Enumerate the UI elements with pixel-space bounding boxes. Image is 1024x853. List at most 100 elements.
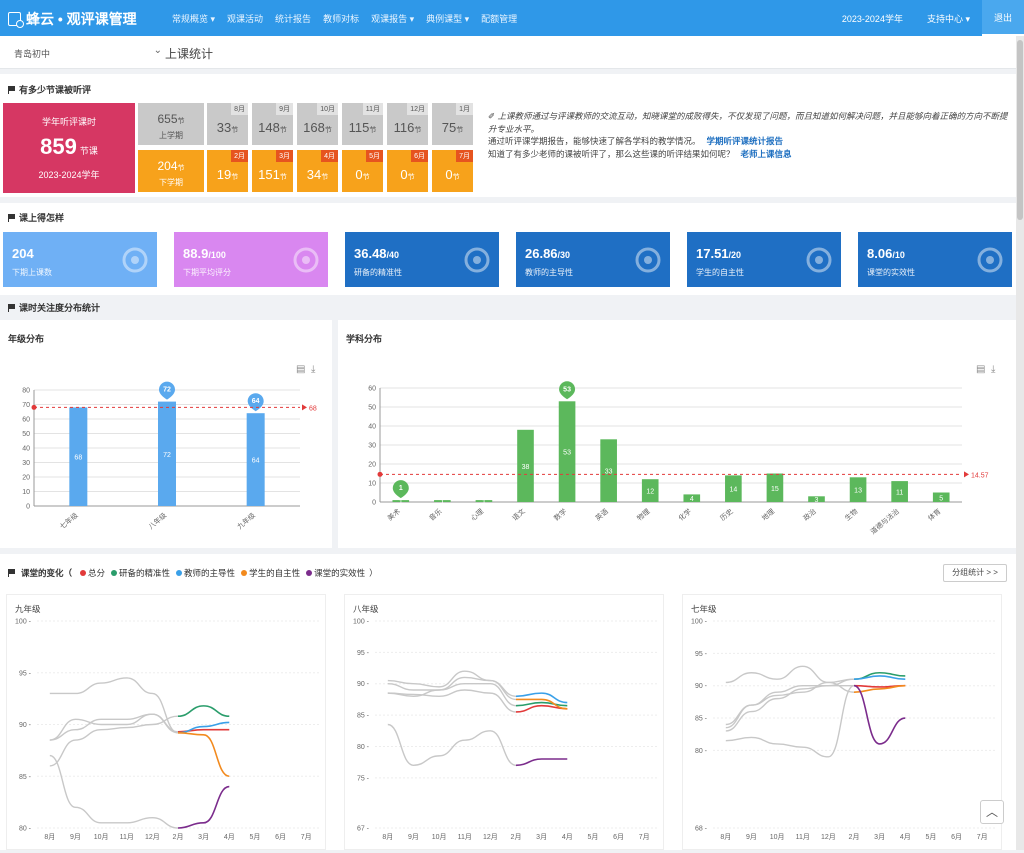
marker-pin-label: 72 bbox=[163, 387, 171, 394]
semester1-value: 655 bbox=[157, 112, 178, 126]
series-line bbox=[49, 715, 179, 767]
flag-icon bbox=[8, 214, 15, 222]
bar-value-label: 13 bbox=[854, 488, 862, 495]
download-icon[interactable]: ⤓ bbox=[311, 364, 316, 375]
bar-value-label: 5 bbox=[939, 495, 943, 502]
intro-paragraph-2: 通过听评课学期报告，能够快速了解各学科的教学情况。 bbox=[488, 136, 701, 146]
sem2-month-cell[interactable]: 5月 0节 bbox=[342, 150, 383, 192]
save-icon[interactable]: ▤ bbox=[296, 364, 306, 375]
x-tick-label: 5月 bbox=[925, 833, 936, 841]
logout-button[interactable]: 退出 bbox=[981, 0, 1024, 36]
year-total-value: 859 bbox=[40, 134, 77, 159]
legend-dot bbox=[111, 570, 118, 576]
year-total-label: 学年听评课时 bbox=[41, 117, 96, 127]
sem1-month-cell[interactable]: 8月 33节 bbox=[207, 103, 248, 145]
menu-item-typical[interactable]: 典例课型 ▾ bbox=[426, 14, 470, 24]
series-line bbox=[387, 689, 517, 713]
y-tick-label: 80 bbox=[22, 388, 30, 395]
stat-label: 学生的自主性 bbox=[696, 268, 744, 277]
month-value: 34 bbox=[306, 167, 322, 182]
sem1-month-cell[interactable]: 9月 148节 bbox=[252, 103, 293, 145]
sem2-month-cell[interactable]: 4月 34节 bbox=[297, 150, 338, 192]
sem1-month-cell[interactable]: 10月 168节 bbox=[297, 103, 338, 145]
x-tick-label: 12月 bbox=[145, 833, 160, 841]
school-select-value: 青岛初中 bbox=[14, 49, 51, 59]
year-total-unit: 节课 bbox=[79, 146, 98, 156]
brand[interactable]: 蜂云 • 观评课管理 bbox=[8, 9, 137, 29]
series-line bbox=[725, 684, 855, 758]
sem2-month-cell[interactable]: 3月 151节 bbox=[252, 150, 293, 192]
average-start-dot bbox=[377, 471, 383, 477]
y-tick-label: 100 - bbox=[15, 619, 32, 626]
bar bbox=[641, 479, 659, 502]
legend-item[interactable]: 学生的自主性 bbox=[249, 568, 301, 578]
x-tick-label: 6月 bbox=[951, 833, 962, 841]
support-menu[interactable]: 支持中心 ▾ bbox=[926, 13, 970, 24]
chevron-down-icon: ⌄ bbox=[153, 45, 162, 56]
stat-max: /40 bbox=[386, 250, 400, 260]
flag-icon bbox=[8, 304, 15, 312]
flag-icon bbox=[8, 569, 15, 577]
stat-label: 研备的精准性 bbox=[354, 268, 402, 277]
y-tick-label: 95 - bbox=[357, 650, 370, 657]
sem2-month-cell[interactable]: 6月 0节 bbox=[387, 150, 428, 192]
marker-pin-label: 1 bbox=[399, 485, 403, 492]
section-title-text: 有多少节课被听评 bbox=[19, 85, 92, 95]
marker-pin bbox=[392, 480, 409, 499]
app-logo-icon bbox=[8, 12, 24, 28]
month-unit: 节 bbox=[231, 127, 239, 134]
month-unit: 节 bbox=[452, 174, 460, 181]
school-select[interactable]: 青岛初中 ⌄ bbox=[14, 45, 162, 60]
section-title-text: 课时关注度分布统计 bbox=[19, 303, 101, 313]
page-title: 上课统计 bbox=[165, 47, 214, 61]
stat-value: 36.48 bbox=[354, 246, 387, 261]
menu-item-class-report[interactable]: 观课报告 ▾ bbox=[371, 14, 415, 24]
bar-value-label: 12 bbox=[646, 489, 654, 496]
page-scrollbar[interactable] bbox=[1016, 36, 1024, 850]
sem1-month-cell[interactable]: 11月 115节 bbox=[342, 103, 383, 145]
menu-item-overview[interactable]: 常规概览 ▾ bbox=[172, 14, 216, 24]
save-icon[interactable]: ▤ bbox=[976, 364, 986, 375]
menu-item-report[interactable]: 统计报告 bbox=[275, 14, 312, 24]
menu-item-benchmark[interactable]: 教师对标 bbox=[323, 14, 360, 24]
average-arrow bbox=[302, 404, 307, 411]
stat-icon bbox=[122, 247, 148, 273]
stat-value: 88.9 bbox=[183, 246, 209, 261]
bar-value-label: 72 bbox=[163, 452, 171, 459]
legend-item[interactable]: 课堂的实效性 bbox=[314, 568, 366, 578]
intro-paragraph-3: 知道了有多少老师的课被听评了，那么这些课的听评结果如何呢？ bbox=[488, 148, 735, 159]
x-tick-label: 4月 bbox=[224, 833, 235, 841]
teacher-lesson-link[interactable]: 老师上课信息 bbox=[740, 148, 792, 159]
series-line bbox=[387, 670, 517, 701]
x-tick-label: 7月 bbox=[639, 833, 650, 841]
legend-item[interactable]: 研备的精准性 bbox=[119, 568, 171, 578]
stat-value: 17.51 bbox=[696, 246, 729, 261]
sem1-month-cell[interactable]: 12月 116节 bbox=[387, 103, 428, 145]
chevron-up-icon: ︿ bbox=[985, 805, 998, 819]
group-stats-button[interactable]: 分组统计 > > bbox=[943, 564, 1007, 582]
sem2-month-cell[interactable]: 7月 0节 bbox=[432, 150, 473, 192]
series-line bbox=[49, 713, 179, 741]
month-tag: 10月 bbox=[317, 103, 338, 115]
scrollbar-thumb[interactable] bbox=[1017, 40, 1023, 220]
x-tick-label: 2月 bbox=[849, 833, 860, 841]
semester-report-link[interactable]: 学期听评课统计报告 bbox=[706, 136, 784, 146]
x-tick-label: 历史 bbox=[718, 507, 735, 523]
bar bbox=[434, 500, 451, 502]
menu-item-quota[interactable]: 配额管理 bbox=[481, 14, 518, 24]
legend-item[interactable]: 教师的主导性 bbox=[184, 568, 236, 578]
y-tick-label: 90 - bbox=[19, 722, 32, 729]
back-to-top-button[interactable]: ︿ bbox=[980, 800, 1004, 824]
month-tag: 4月 bbox=[321, 150, 338, 162]
sem2-month-cell[interactable]: 2月 19节 bbox=[207, 150, 248, 192]
bar bbox=[683, 494, 701, 502]
menu-item-activity[interactable]: 观课活动 bbox=[227, 14, 264, 24]
month-unit: 节 bbox=[321, 174, 329, 181]
x-tick-label: 物理 bbox=[635, 507, 652, 523]
sem1-month-cell[interactable]: 1月 75节 bbox=[432, 103, 473, 145]
download-icon[interactable]: ⤓ bbox=[991, 364, 996, 375]
top-navbar: 蜂云 • 观评课管理 常规概览 ▾ 观课活动 统计报告 教师对标 观课报告 ▾ … bbox=[0, 0, 1024, 36]
y-tick-label: 95 - bbox=[695, 651, 708, 658]
legend-item[interactable]: 总分 bbox=[88, 568, 106, 578]
year-selector[interactable]: 2023-2024学年 bbox=[841, 13, 903, 24]
